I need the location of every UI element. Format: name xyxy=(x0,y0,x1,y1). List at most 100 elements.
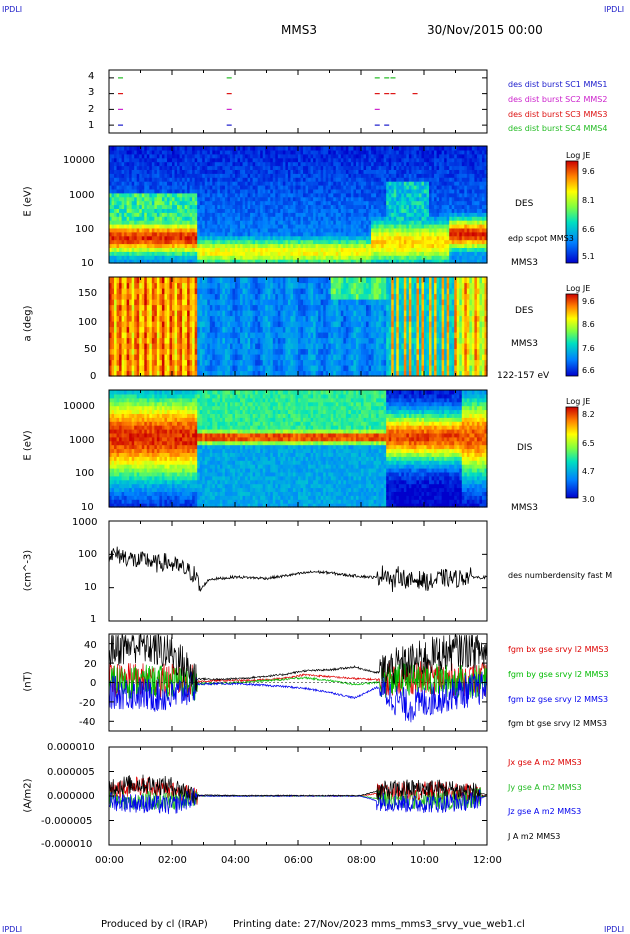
des-energy-cell xyxy=(451,231,455,237)
des-energy-cell xyxy=(383,185,387,190)
des-energy-cell xyxy=(212,157,216,163)
des-energy-cell xyxy=(159,220,163,225)
des-energy-cell xyxy=(328,200,332,206)
des-energy-cell xyxy=(212,231,216,237)
des-energy-cell xyxy=(187,247,191,252)
des-energy-cell xyxy=(209,181,213,186)
des-energy-cell xyxy=(426,259,430,264)
des-energy-cell xyxy=(169,157,173,163)
des-energy-cell xyxy=(413,185,418,190)
des-energy-cell xyxy=(139,243,143,248)
des-energy-cell xyxy=(413,169,418,174)
des-energy-cell xyxy=(396,243,400,248)
des-energy-cell xyxy=(343,243,347,248)
des-energy-cell xyxy=(315,169,319,174)
des-energy-cell xyxy=(179,231,183,237)
des-energy-cell xyxy=(252,224,256,229)
des-energy-cell xyxy=(151,227,155,233)
des-energy-cell xyxy=(192,259,196,264)
des-energy-cell xyxy=(325,259,329,264)
des-energy-cell xyxy=(426,146,430,151)
des-energy-cell xyxy=(207,149,211,155)
des-energy-cell xyxy=(292,181,297,186)
des-energy-cell xyxy=(177,165,181,170)
des-energy-cell xyxy=(439,231,443,237)
des-energy-cell xyxy=(310,173,314,178)
des-energy-cell xyxy=(456,251,460,256)
des-energy-cell xyxy=(139,196,143,202)
des-energy-cell xyxy=(250,204,254,209)
des-energy-cell xyxy=(134,251,138,256)
des-energy-cell xyxy=(454,243,458,248)
des-energy-cell xyxy=(366,208,370,213)
des-energy-cell xyxy=(219,247,223,252)
des-energy-cell xyxy=(338,165,342,170)
des-energy-cell xyxy=(456,220,460,225)
des-energy-cell xyxy=(212,177,216,182)
des-energy-cell xyxy=(416,227,420,233)
des-energy-cell xyxy=(368,185,372,190)
des-energy-cell xyxy=(434,173,438,178)
des-energy-cell xyxy=(227,181,231,186)
des-energy-cell xyxy=(149,216,153,221)
des-energy-cell xyxy=(212,204,216,209)
des-energy-cell xyxy=(131,165,135,170)
des-energy-cell xyxy=(262,161,266,167)
des-energy-cell xyxy=(245,220,249,225)
des-energy-cell xyxy=(245,204,249,209)
des-energy-cell xyxy=(431,212,435,217)
des-energy-cell xyxy=(416,231,420,237)
des-energy-cell xyxy=(227,251,231,256)
des-energy-cell xyxy=(446,239,450,245)
des-energy-cell xyxy=(237,235,241,241)
des-energy-cell xyxy=(424,212,428,217)
des-energy-cell xyxy=(439,196,443,202)
des-energy-cell xyxy=(121,208,125,213)
des-energy-cell xyxy=(335,169,339,174)
des-energy-cell xyxy=(350,149,355,155)
des-energy-cell xyxy=(209,243,213,248)
des-energy-cell xyxy=(174,157,178,163)
des-energy-cell xyxy=(325,188,329,194)
des-energy-cell xyxy=(262,235,266,241)
des-energy-cell xyxy=(345,146,349,151)
des-energy-cell xyxy=(214,153,218,159)
des-energy-cell xyxy=(411,212,415,217)
des-energy-cell xyxy=(381,204,385,209)
des-energy-cell xyxy=(219,200,223,206)
des-energy-cell xyxy=(424,165,428,170)
des-energy-cell xyxy=(451,235,455,241)
des-energy-cell xyxy=(444,196,448,202)
des-energy-cell xyxy=(386,208,390,213)
des-energy-cell xyxy=(219,251,223,256)
des-energy-cell xyxy=(197,251,201,256)
des-energy-cell xyxy=(174,259,178,264)
des-energy-cell xyxy=(109,247,113,252)
des-energy-cell xyxy=(240,239,244,245)
des-energy-cell xyxy=(252,181,256,186)
des-energy-cell xyxy=(323,165,327,170)
des-energy-cell xyxy=(308,216,312,221)
des-energy-cell xyxy=(144,239,148,245)
des-energy-cell xyxy=(124,216,128,221)
des-energy-cell xyxy=(298,200,302,206)
des-energy-cell xyxy=(169,196,173,202)
des-energy-cell xyxy=(214,188,218,194)
des-energy-cell xyxy=(257,231,261,237)
des-energy-cell xyxy=(315,224,319,229)
des-energy-cell xyxy=(292,204,297,209)
des-energy-cell xyxy=(308,146,312,151)
des-energy-cell xyxy=(310,255,314,260)
des-energy-cell xyxy=(441,173,445,178)
des-energy-cell xyxy=(250,169,254,174)
des-energy-cell xyxy=(199,204,203,209)
des-energy-cell xyxy=(151,243,155,248)
des-energy-cell xyxy=(199,224,203,229)
des-energy-cell xyxy=(139,255,143,260)
des-energy-cell xyxy=(393,212,397,217)
des-energy-cell xyxy=(388,165,392,170)
des-energy-cell xyxy=(315,188,319,194)
des-energy-cell xyxy=(366,247,370,252)
des-energy-cell xyxy=(214,231,218,237)
des-energy-cell xyxy=(328,243,332,248)
